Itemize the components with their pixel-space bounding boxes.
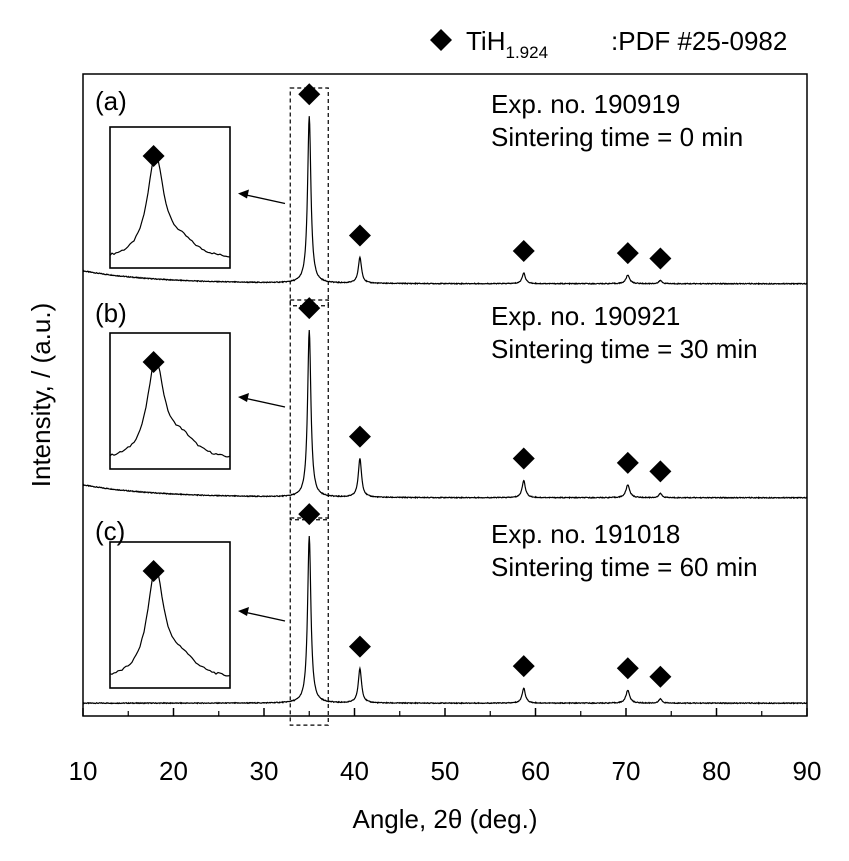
inset-pattern-line (109, 358, 231, 458)
peak-diamond-marker (616, 657, 639, 680)
x-tick-label: 30 (250, 756, 279, 786)
legend-reference: :PDF #25-0982 (611, 26, 787, 56)
xrd-pattern-line (82, 536, 808, 705)
x-tick-label: 80 (702, 756, 731, 786)
sintering-time-label: Sintering time = 60 min (491, 552, 758, 582)
peak-diamond-marker (298, 297, 321, 320)
peak-diamond-marker (298, 503, 321, 526)
peak-diamond-marker (348, 425, 371, 448)
x-axis-title: Angle, 2θ (deg.) (352, 804, 537, 834)
x-tick-label: 40 (340, 756, 369, 786)
peak-diamond-marker (616, 242, 639, 265)
legend-phase-label: TiH1.924 (466, 26, 548, 62)
inset-arrow-line (243, 397, 286, 408)
legend-diamond-icon (430, 29, 452, 51)
x-tick-label: 10 (69, 756, 98, 786)
xrd-pattern-line (82, 116, 808, 286)
sintering-time-label: Sintering time = 0 min (491, 122, 743, 152)
panel-tag: (a) (95, 86, 127, 116)
peak-diamond-marker (649, 460, 672, 483)
legend: TiH1.924 :PDF #25-0982 (430, 26, 787, 62)
experiment-number-label: Exp. no. 190921 (491, 301, 680, 331)
inset-box (109, 126, 231, 269)
inset-diamond-marker (142, 351, 165, 373)
peak-diamond-marker (649, 665, 672, 688)
x-axis: 10 20 30 40 50 60 70 80 90 (69, 708, 822, 786)
inset-arrow-head-icon (238, 393, 249, 402)
peak-diamond-marker (512, 655, 535, 678)
x-tick-label: 90 (793, 756, 822, 786)
x-tick-label: 60 (521, 756, 550, 786)
experiment-number-label: Exp. no. 190919 (491, 89, 680, 119)
inset-pattern-line (109, 565, 231, 677)
x-tick-label: 70 (612, 756, 641, 786)
y-axis-title: Intensity, / (a.u.) (26, 303, 56, 487)
peak-diamond-marker (616, 451, 639, 474)
inset-arrow-head-icon (238, 189, 249, 199)
inset-arrow-line (243, 193, 286, 205)
xrd-pattern-line (82, 330, 808, 500)
peak-diamond-marker (298, 83, 321, 106)
inset-box (109, 332, 231, 470)
sintering-time-label: Sintering time = 30 min (491, 334, 758, 364)
peak-diamond-marker (348, 635, 371, 658)
peak-diamond-marker (512, 447, 535, 470)
inset-pattern-line (109, 153, 231, 258)
x-tick-label: 50 (431, 756, 460, 786)
peak-highlight-box (289, 517, 329, 726)
inset-diamond-marker (142, 560, 165, 582)
experiment-number-label: Exp. no. 191018 (491, 519, 680, 549)
peak-diamond-marker (512, 239, 535, 262)
peak-diamond-marker (649, 247, 672, 270)
panel-tag: (b) (95, 298, 127, 328)
inset-arrow-line (243, 611, 286, 622)
inset-diamond-marker (142, 145, 165, 167)
x-tick-label: 20 (159, 756, 188, 786)
peak-diamond-marker (348, 224, 371, 247)
inset-arrow-head-icon (238, 607, 249, 616)
panel-tag: (c) (95, 516, 125, 546)
